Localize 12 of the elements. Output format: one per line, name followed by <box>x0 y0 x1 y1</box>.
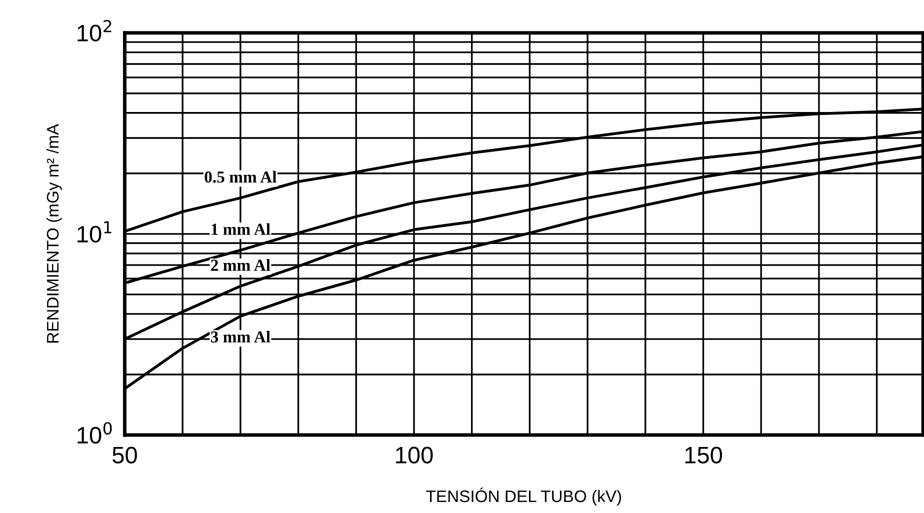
y-tick-label: 10$^{1}$ <box>78 221 112 243</box>
x-tick-label: 50 <box>112 446 137 464</box>
y-axis-title: RENDIMIENTO (mGy m² /mA <box>46 124 62 343</box>
series-label: 1 mm Al <box>212 223 270 235</box>
x-tick-label: 100 <box>396 446 433 464</box>
y-tick-label: 10$^{0}$ <box>78 422 112 444</box>
y-tick-label: 10$^{2}$ <box>78 20 112 42</box>
x-axis-title: TENSIÓN DEL TUBO (kV) <box>426 488 622 506</box>
series-label: 3 mm Al <box>210 330 270 343</box>
series-label: 2 mm Al <box>211 259 270 271</box>
series-label: 0.5 mm Al <box>204 170 276 183</box>
x-tick-label: 150 <box>685 446 722 464</box>
